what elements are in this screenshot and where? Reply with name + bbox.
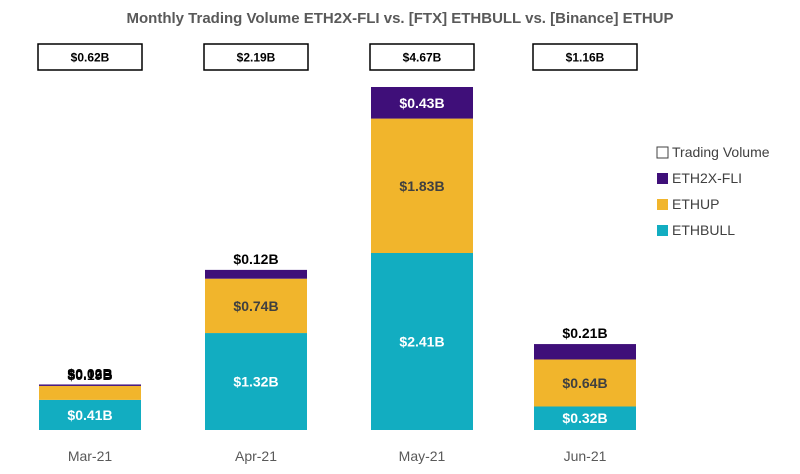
bar-ethup-mar-21	[39, 385, 141, 400]
bar-eth2x-fli-may-21	[371, 87, 473, 119]
bar-eth2x-fli-mar-21	[39, 384, 141, 386]
data-label-eth2x-fli-may-21: $0.43B	[399, 95, 444, 111]
bar-ethbull-may-21	[371, 252, 473, 430]
total-label-jun-21: $1.16B	[566, 51, 605, 65]
total-label-mar-21: $0.62B	[71, 51, 110, 65]
legend-swatch-ethbull	[657, 225, 668, 236]
bar-ethup-apr-21	[205, 278, 307, 334]
data-label-ethup-may-21: $1.83B	[399, 178, 444, 194]
total-label-apr-21: $2.19B	[237, 51, 276, 65]
data-label-eth2x-fli-apr-21: $0.12B	[233, 251, 278, 267]
bar-ethbull-mar-21	[39, 399, 141, 430]
bar-eth2x-fli-apr-21	[205, 269, 307, 279]
x-axis: Mar-21 Apr-21 May-21 Jun-21	[68, 448, 607, 464]
legend-label-eth2x-fli: ETH2X-FLI	[672, 170, 742, 186]
total-box-apr-21	[203, 43, 309, 71]
totals-layer: $0.62B $2.19B $4.67B $1.16B	[37, 43, 638, 71]
legend-swatch-trading-volume	[656, 146, 669, 159]
data-label-ethup-mar-21: $0.19B	[67, 367, 112, 383]
bar-ethbull-jun-21	[534, 406, 636, 430]
legend: Trading Volume ETH2X-FLI ETHUP ETHBULL	[656, 144, 770, 238]
x-tick-label-mar-21: Mar-21	[68, 448, 113, 464]
total-box-jun-21	[532, 43, 638, 71]
bars-layer: $0.41B $0.19B$0.02B $1.32B $0.74B $0.12B $2.4…	[39, 87, 636, 430]
data-label-eth2x-fli-jun-21: $0.21B	[562, 325, 607, 341]
x-tick-label-apr-21: Apr-21	[235, 448, 277, 464]
bar-ethbull-apr-21	[205, 333, 307, 430]
x-tick-label-may-21: May-21	[399, 448, 446, 464]
legend-swatch-eth2x-fli	[657, 173, 668, 184]
data-label-ethbull-may-21: $2.41B	[399, 333, 444, 349]
bar-ethup-may-21	[371, 118, 473, 253]
data-label-ethbull-jun-21: $0.32B	[562, 410, 607, 426]
legend-label-ethbull: ETHBULL	[672, 222, 735, 238]
total-box-may-21	[369, 43, 475, 71]
data-label-ethup-jun-21: $0.64B	[562, 375, 607, 391]
bar-ethup-jun-21	[534, 359, 636, 407]
legend-label-ethup: ETHUP	[672, 196, 719, 212]
chart-title: Monthly Trading Volume ETH2X-FLI vs. [FT…	[127, 10, 674, 27]
total-label-may-21: $4.67B	[403, 51, 442, 65]
data-label-ethbull-apr-21: $1.32B	[233, 374, 278, 390]
legend-label-trading-volume: Trading Volume	[672, 144, 770, 160]
data-label-ethup-apr-21: $0.74B	[233, 298, 278, 314]
legend-swatch-ethup	[657, 199, 668, 210]
data-label-eth2x-fli-mar-21: $0.02B	[67, 365, 112, 381]
data-label-ethbull-mar-21: $0.41B	[67, 407, 112, 423]
total-box-mar-21	[37, 43, 143, 71]
bar-eth2x-fli-jun-21	[534, 344, 636, 360]
x-tick-label-jun-21: Jun-21	[564, 448, 607, 464]
